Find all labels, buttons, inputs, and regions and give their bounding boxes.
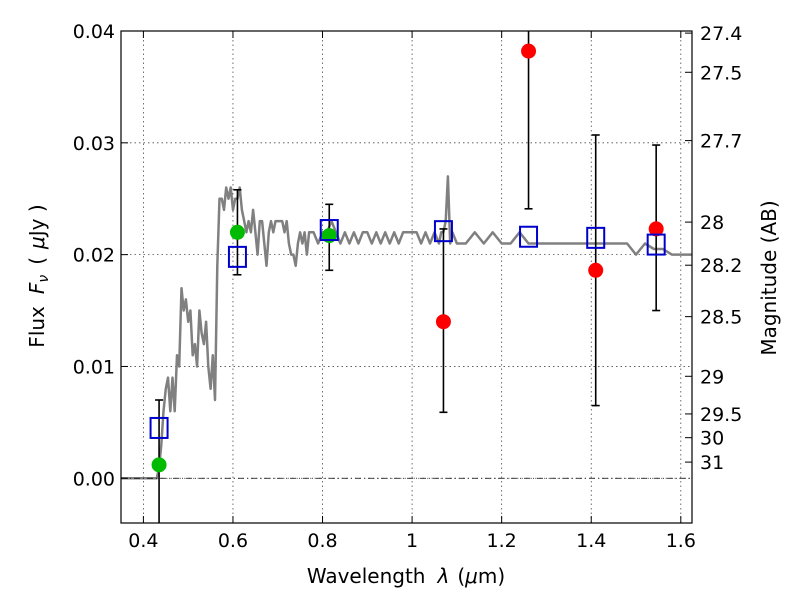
- data-point-circle: [151, 457, 167, 473]
- y-tick-label: 0.02: [73, 245, 115, 267]
- data-point-circle: [521, 43, 537, 59]
- magnitude-tick-label: 28.2: [700, 255, 742, 277]
- data-point-square: [586, 226, 606, 249]
- plot-frame: [120, 30, 693, 524]
- model-spectrum: [121, 175, 692, 480]
- data-points: [149, 43, 666, 473]
- data-point-circle: [435, 314, 451, 330]
- x-tick-label: 1.6: [666, 530, 696, 552]
- y-tick-label: 0.03: [73, 133, 115, 155]
- x-axis-ticks: 0.4 0.6 0.8 1 1.2 1.4 1.6: [128, 31, 696, 552]
- y-axis-label: FluxFν(μJy ): [25, 204, 52, 347]
- magnitude-tick-label: 31: [700, 452, 724, 474]
- grid: [121, 30, 692, 523]
- data-point-square: [149, 416, 169, 439]
- magnitude-tick-label: 28.5: [700, 307, 742, 329]
- x-tick-label: 0.4: [128, 530, 158, 552]
- x-axis-label: Wavelength λ (μm): [307, 564, 505, 588]
- data-point-square: [519, 225, 539, 248]
- magnitude-tick-label: 29.5: [700, 404, 742, 426]
- magnitude-tick-label: 27.4: [700, 23, 742, 45]
- x-tick-label: 1.4: [576, 530, 606, 552]
- magnitude-tick-label: 29: [700, 366, 724, 388]
- data-point-square: [319, 219, 339, 242]
- magnitude-tick-label: 27.7: [700, 131, 742, 153]
- data-point-square: [227, 245, 247, 268]
- x-tick-label: 0.8: [307, 530, 337, 552]
- y-axis-ticks: 0.00 0.01 0.02 0.03 0.04: [73, 21, 128, 490]
- x-tick-label: 1.2: [487, 530, 517, 552]
- data-point-circle: [588, 262, 604, 278]
- data-point-square: [646, 233, 666, 256]
- error-bars: [155, 31, 661, 523]
- data-point-circle: [648, 221, 664, 237]
- x-tick-label: 0.6: [218, 530, 248, 552]
- y-tick-label: 0.01: [73, 356, 115, 378]
- model-spectrum-line: [121, 175, 692, 480]
- x-tick-label: 1: [406, 530, 418, 552]
- data-point-square: [433, 220, 453, 243]
- magnitude-tick-label: 28: [700, 212, 724, 234]
- y-tick-label: 0.04: [73, 21, 115, 43]
- magnitude-axis-label: Magnitude (AB): [757, 200, 781, 355]
- magnitude-tick-label: 30: [700, 428, 724, 450]
- data-point-circle: [229, 224, 245, 240]
- y-tick-label: 0.00: [73, 468, 115, 490]
- magnitude-tick-label: 27.5: [700, 62, 742, 84]
